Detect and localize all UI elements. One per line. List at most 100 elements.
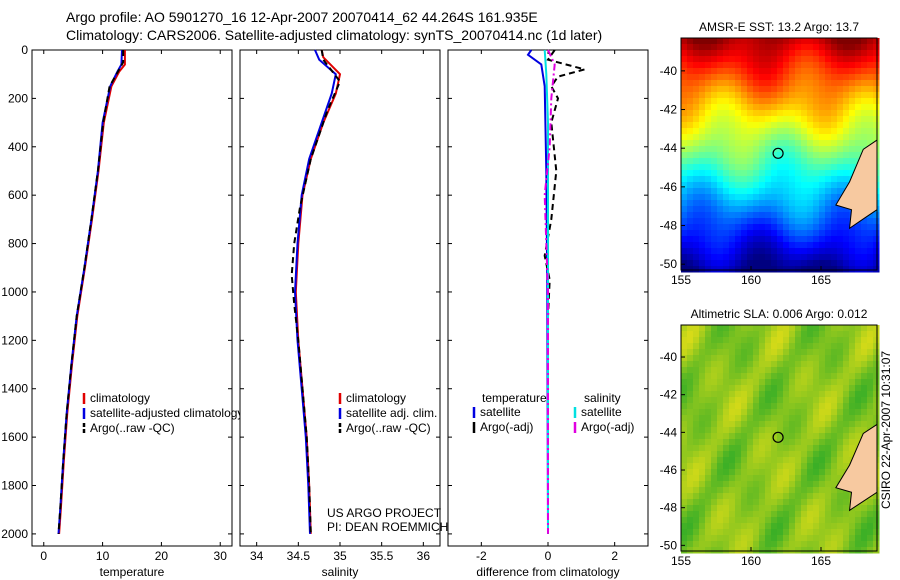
map-cell	[711, 397, 718, 404]
map-cell	[843, 385, 850, 392]
map-cell	[789, 355, 796, 362]
map-cell	[861, 242, 868, 249]
map-cell	[795, 86, 802, 93]
map-cell	[843, 212, 850, 219]
map-cell	[861, 343, 868, 350]
map-cell	[795, 80, 802, 87]
map-cell	[825, 86, 832, 93]
map-cell	[741, 50, 748, 57]
map-cell	[723, 439, 730, 446]
map-cell	[711, 349, 718, 356]
map-cell	[801, 224, 808, 231]
map-cell	[735, 230, 742, 237]
map-cell	[717, 529, 724, 536]
map-cell	[735, 170, 742, 177]
map-cell	[741, 331, 748, 338]
map-cell	[735, 457, 742, 464]
map-cell	[789, 254, 796, 261]
map-cell	[717, 433, 724, 440]
map-cell	[843, 355, 850, 362]
map-cell	[801, 194, 808, 201]
map-cell	[705, 170, 712, 177]
map-cell	[747, 86, 754, 93]
map-cell	[693, 367, 700, 374]
map-cell	[681, 373, 688, 380]
map-cell	[873, 62, 880, 69]
map-cell	[705, 254, 712, 261]
map-cell	[795, 505, 802, 512]
map-cell	[735, 379, 742, 386]
map-cell	[849, 74, 856, 81]
map-cell	[783, 451, 790, 458]
map-cell	[765, 200, 772, 207]
map-cell	[807, 493, 814, 500]
map-cell	[759, 487, 766, 494]
map-cell	[807, 122, 814, 129]
map-cell	[801, 361, 808, 368]
map-cell	[777, 188, 784, 195]
map-cell	[831, 427, 838, 434]
map-cell	[807, 385, 814, 392]
map-cell	[849, 343, 856, 350]
map-cell	[825, 433, 832, 440]
y-tick-label: 800	[8, 237, 28, 251]
map-cell	[789, 98, 796, 105]
map-cell	[789, 535, 796, 542]
map-cell	[849, 529, 856, 536]
map-cell	[753, 517, 760, 524]
map-cell	[801, 122, 808, 129]
map-cell	[711, 212, 718, 219]
map-cell	[813, 200, 820, 207]
map-cell	[825, 511, 832, 518]
map-cell	[723, 182, 730, 189]
map-cell	[723, 445, 730, 452]
map-cell	[771, 325, 778, 332]
map-cell	[849, 44, 856, 51]
map-cell	[801, 50, 808, 57]
map-cell	[867, 403, 874, 410]
map-cell	[759, 337, 766, 344]
map-cell	[765, 379, 772, 386]
map-cell	[681, 182, 688, 189]
map-cell	[759, 164, 766, 171]
land-mass	[835, 139, 878, 230]
map-cell	[729, 463, 736, 470]
map-cell	[687, 535, 694, 542]
map-cell	[783, 104, 790, 111]
map-cell	[753, 523, 760, 530]
map-cell	[801, 433, 808, 440]
map-cell	[729, 38, 736, 45]
map-cell	[801, 74, 808, 81]
map-cell	[849, 56, 856, 63]
map-cell	[789, 164, 796, 171]
map-cell	[747, 224, 754, 231]
map-cell	[849, 98, 856, 105]
map-cell	[711, 499, 718, 506]
map-cell	[813, 457, 820, 464]
map-cell	[747, 475, 754, 482]
map-cell	[777, 523, 784, 530]
map-cell	[741, 499, 748, 506]
map-cell	[807, 499, 814, 506]
map-cell	[771, 343, 778, 350]
map-cell	[723, 385, 730, 392]
x-tick-label: 165	[811, 273, 831, 287]
map-cell	[687, 409, 694, 416]
map-cell	[705, 397, 712, 404]
map-cell	[777, 44, 784, 51]
map-cell	[831, 343, 838, 350]
map-cell	[843, 397, 850, 404]
map-cell	[825, 56, 832, 63]
map-cell	[747, 218, 754, 225]
map-cell	[693, 254, 700, 261]
map-cell	[873, 80, 880, 87]
map-cell	[783, 361, 790, 368]
x-tick-label: 34	[250, 549, 264, 563]
map-cell	[873, 38, 880, 45]
map-cell	[723, 343, 730, 350]
map-cell	[741, 535, 748, 542]
map-cell	[843, 128, 850, 135]
map-cell	[861, 98, 868, 105]
map-cell	[759, 355, 766, 362]
